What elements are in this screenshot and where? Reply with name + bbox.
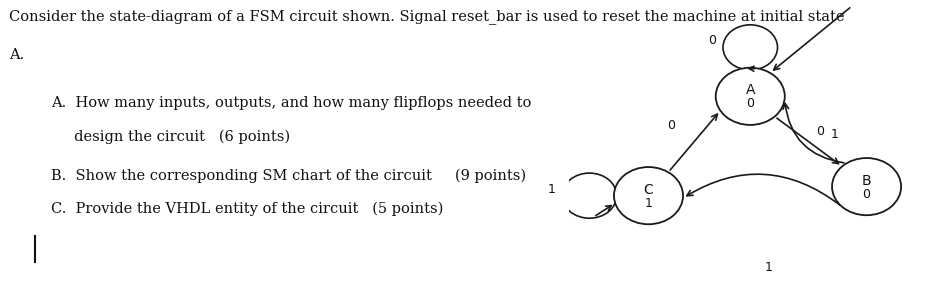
Text: design the circuit   (6 points): design the circuit (6 points) xyxy=(51,129,291,144)
Text: 0: 0 xyxy=(666,119,675,132)
Text: B: B xyxy=(862,174,871,188)
Circle shape xyxy=(716,68,785,125)
Circle shape xyxy=(614,167,683,224)
Text: A.  How many inputs, outputs, and how many flipflops needed to: A. How many inputs, outputs, and how man… xyxy=(51,96,531,110)
Text: 0: 0 xyxy=(747,97,754,110)
Text: A: A xyxy=(746,83,755,97)
Text: 1: 1 xyxy=(548,183,555,196)
Text: 0: 0 xyxy=(708,34,717,47)
Text: B.  Show the corresponding SM chart of the circuit     (9 points): B. Show the corresponding SM chart of th… xyxy=(51,169,527,183)
Text: 0: 0 xyxy=(863,188,870,201)
Text: 1: 1 xyxy=(645,197,652,210)
Text: C.  Provide the VHDL entity of the circuit   (5 points): C. Provide the VHDL entity of the circui… xyxy=(51,202,444,216)
Text: 0: 0 xyxy=(816,126,824,138)
Text: 1: 1 xyxy=(765,261,773,274)
Text: C: C xyxy=(644,183,653,197)
Text: Consider the state-diagram of a FSM circuit shown. Signal reset_bar is used to r: Consider the state-diagram of a FSM circ… xyxy=(9,9,844,24)
Text: A.: A. xyxy=(9,48,24,62)
Circle shape xyxy=(832,158,901,215)
Text: 1: 1 xyxy=(830,129,838,141)
